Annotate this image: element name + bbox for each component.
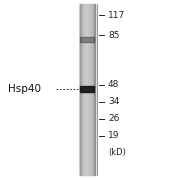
- Bar: [83, 4, 84, 175]
- Bar: [80, 4, 81, 175]
- Bar: [87, 4, 88, 175]
- Bar: [94, 4, 95, 175]
- Bar: [81, 4, 82, 175]
- Bar: [92, 4, 93, 175]
- Text: 85: 85: [108, 31, 120, 40]
- Text: 19: 19: [108, 131, 120, 140]
- Bar: [86, 4, 87, 175]
- Bar: [82, 4, 83, 175]
- Bar: [89, 4, 90, 175]
- Text: Hsp40: Hsp40: [8, 84, 41, 94]
- Bar: [91, 4, 92, 175]
- Bar: [90, 4, 91, 175]
- Bar: [80, 37, 94, 42]
- Bar: [85, 4, 86, 175]
- Bar: [80, 4, 81, 175]
- Text: (kD): (kD): [108, 148, 126, 157]
- Text: 48: 48: [108, 80, 119, 89]
- Bar: [93, 4, 94, 175]
- Text: 117: 117: [108, 11, 125, 20]
- Text: 26: 26: [108, 114, 119, 123]
- Text: 34: 34: [108, 97, 119, 106]
- Bar: [80, 86, 94, 92]
- Bar: [94, 4, 95, 175]
- Bar: [88, 4, 89, 175]
- Bar: [84, 4, 85, 175]
